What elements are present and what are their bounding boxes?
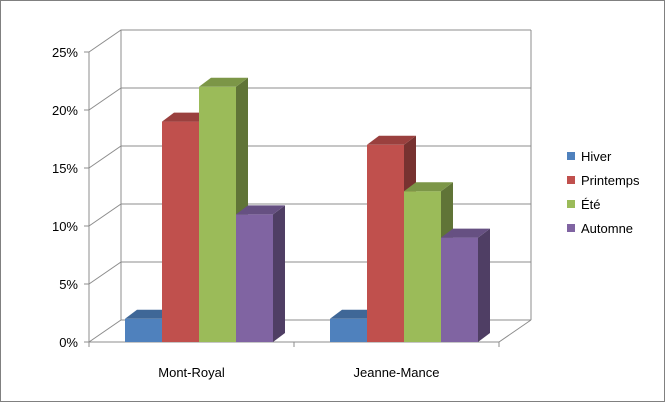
y-tick-label: 10%: [52, 219, 78, 234]
legend-swatch: [567, 224, 575, 232]
legend-label: Hiver: [581, 149, 612, 164]
y-tick-label: 20%: [52, 103, 78, 118]
legend: Hiver Printemps Été Automne: [567, 149, 640, 236]
y-tick-label: 25%: [52, 45, 78, 60]
legend-swatch: [567, 176, 575, 184]
gridline: [88, 29, 531, 53]
gridline: [88, 87, 531, 111]
axes: [84, 30, 532, 347]
x-category-labels: Mont-Royal Jeanne-Mance: [158, 365, 439, 380]
gridline: [88, 145, 531, 169]
gridline: [88, 203, 531, 227]
y-tick-label: 15%: [52, 161, 78, 176]
x-category-label: Jeanne-Mance: [354, 365, 440, 380]
legend-item: Hiver: [567, 149, 612, 164]
bar: [236, 205, 285, 342]
bars: [125, 77, 490, 343]
legend-swatch: [567, 152, 575, 160]
x-category-label: Mont-Royal: [158, 365, 225, 380]
legend-label: Automne: [581, 221, 633, 236]
y-tick-labels: 0% 5% 10% 15% 20% 25%: [52, 45, 78, 350]
legend-label: Été: [581, 197, 601, 212]
y-tick-label: 0%: [59, 335, 78, 350]
legend-item: Été: [567, 197, 601, 212]
legend-item: Printemps: [567, 173, 640, 188]
legend-item: Automne: [567, 221, 633, 236]
legend-label: Printemps: [581, 173, 640, 188]
legend-swatch: [567, 200, 575, 208]
y-tick-label: 5%: [59, 277, 78, 292]
bar: [441, 228, 490, 342]
